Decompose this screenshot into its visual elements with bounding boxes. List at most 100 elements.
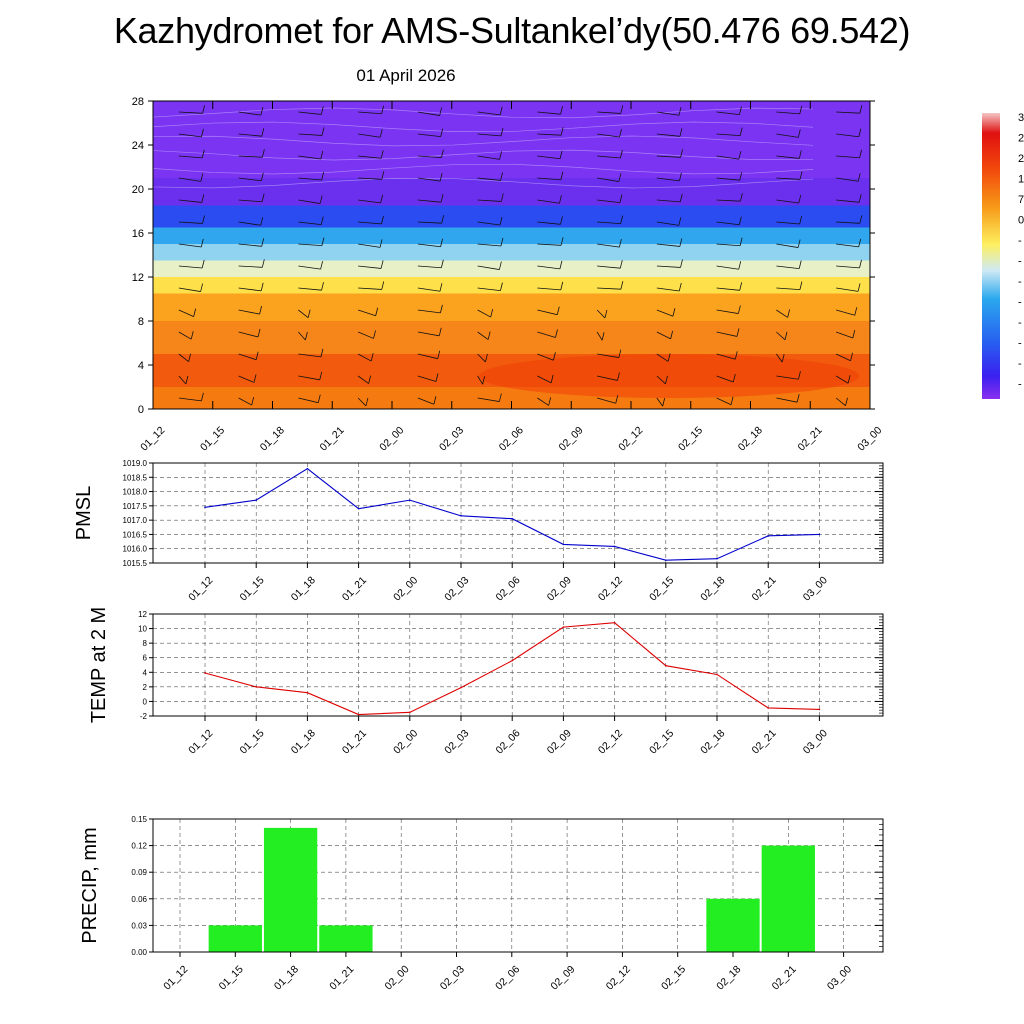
wind-barb — [776, 397, 798, 403]
y-tick-label: 12 — [138, 610, 147, 619]
x-tick-label: 02_00 — [391, 574, 420, 603]
wind-barb — [716, 177, 740, 181]
wind-barb-flag — [859, 259, 862, 268]
colorbar-label: - — [1018, 317, 1022, 329]
wind-barb-flag — [619, 128, 622, 138]
wind-barb — [716, 199, 741, 202]
wind-barb — [298, 199, 321, 204]
wind-barb — [178, 375, 187, 385]
wind-barb-flag — [321, 282, 324, 291]
wind-barb-flag — [380, 194, 384, 203]
wind-barb — [776, 375, 799, 380]
wind-barb — [656, 375, 666, 385]
x-tick-label: 01_12 — [186, 574, 215, 603]
wind-barb-flag — [202, 105, 205, 114]
wind-barb-flag — [662, 398, 666, 407]
y-tick-label: 0.00 — [131, 948, 147, 957]
wind-barb — [836, 221, 860, 224]
wind-barb-flag — [257, 328, 261, 338]
wind-barb-flag — [305, 331, 308, 341]
y-tick-label: -2 — [140, 712, 148, 721]
wind-barb-flag — [740, 193, 743, 202]
pmsl-point — [409, 499, 411, 501]
wind-barb — [357, 353, 372, 362]
wind-barb — [178, 155, 203, 159]
contour-line — [153, 149, 814, 161]
wind-barb — [358, 243, 381, 248]
wind-barb — [776, 221, 800, 225]
wind-barb-flag — [190, 331, 194, 340]
contour-line — [153, 178, 814, 189]
wind-barb — [776, 199, 799, 204]
wind-barb-flag — [498, 393, 502, 402]
wind-barb — [716, 309, 739, 314]
wind-barb — [178, 133, 202, 138]
wind-barb — [178, 243, 202, 248]
x-tick-label: 02_09 — [545, 727, 574, 756]
wind-barb-flag — [261, 128, 265, 137]
x-tick-label: 02_12 — [596, 574, 625, 603]
wind-barb-flag — [619, 194, 623, 203]
wind-barb-flag — [440, 304, 443, 313]
wind-barb-flag — [321, 237, 325, 246]
wind-barb — [298, 111, 322, 115]
wind-barb — [597, 221, 621, 225]
wind-barb-flag — [618, 349, 622, 358]
page-subtitle: 01 April 2026 — [356, 66, 456, 85]
wind-barb — [477, 177, 501, 181]
wind-barb — [238, 133, 262, 137]
colorbar-label: - — [1018, 379, 1022, 391]
wind-barb — [477, 287, 501, 291]
wind-barb-flag — [559, 195, 562, 204]
pmsl-point — [767, 535, 769, 537]
wind-barb — [417, 309, 441, 314]
wind-barb — [835, 375, 849, 384]
precip-chart: 0.00 0.03 0.06 0.09 0.12 0.15 01_12 01_15 01_18 0… — [79, 815, 884, 992]
wind-barb — [656, 155, 681, 158]
wind-barb — [178, 199, 202, 203]
y-tick-label: 12 — [132, 272, 144, 284]
wind-barb — [417, 177, 441, 182]
x-tick-label: 02_21 — [770, 963, 799, 992]
wind-barb-flag — [320, 150, 324, 160]
wind-barb — [178, 309, 194, 317]
x-tick-label: 02_00 — [377, 424, 406, 453]
x-tick-label: 01_12 — [186, 727, 215, 756]
wind-barb-flag — [620, 281, 624, 290]
wind-barb — [417, 375, 437, 382]
wind-barb-flag — [500, 172, 503, 181]
wind-barb — [656, 111, 680, 116]
wind-barb — [417, 133, 441, 137]
wind-barb-flag — [201, 128, 204, 137]
wind-barb — [656, 199, 681, 203]
wind-barb-flag — [680, 259, 683, 268]
wind-barb — [836, 287, 859, 292]
x-tick-label: 01_15 — [238, 574, 267, 603]
heatmap-band — [153, 260, 870, 277]
wind-barb-flag — [784, 331, 788, 340]
wind-barb — [357, 331, 374, 339]
wind-barb — [298, 155, 321, 160]
heatmap-band — [153, 293, 870, 321]
x-tick-label: 02_21 — [750, 574, 779, 603]
temp-point — [767, 707, 769, 709]
wind-barb — [597, 111, 621, 114]
wind-barb-flag — [556, 306, 560, 315]
wind-barb — [298, 375, 320, 381]
pmsl-point — [562, 543, 565, 546]
wind-barb-flag — [618, 173, 622, 182]
wind-barb-flag — [200, 283, 204, 292]
wind-barb — [836, 155, 860, 159]
x-tick-label: 02_09 — [545, 574, 574, 603]
colorbar-label: - — [1018, 358, 1022, 370]
wind-barb-flag — [852, 329, 856, 339]
x-tick-label: 01_12 — [138, 424, 167, 453]
wind-barb — [238, 331, 259, 338]
heatmap-band — [153, 205, 870, 228]
wind-barb-flag — [620, 105, 624, 114]
wind-barb-flag — [618, 239, 622, 248]
wind-barb-flag — [787, 309, 791, 318]
wind-barb-flag — [730, 396, 734, 405]
wind-barb — [537, 331, 556, 338]
wind-barb — [477, 111, 501, 116]
